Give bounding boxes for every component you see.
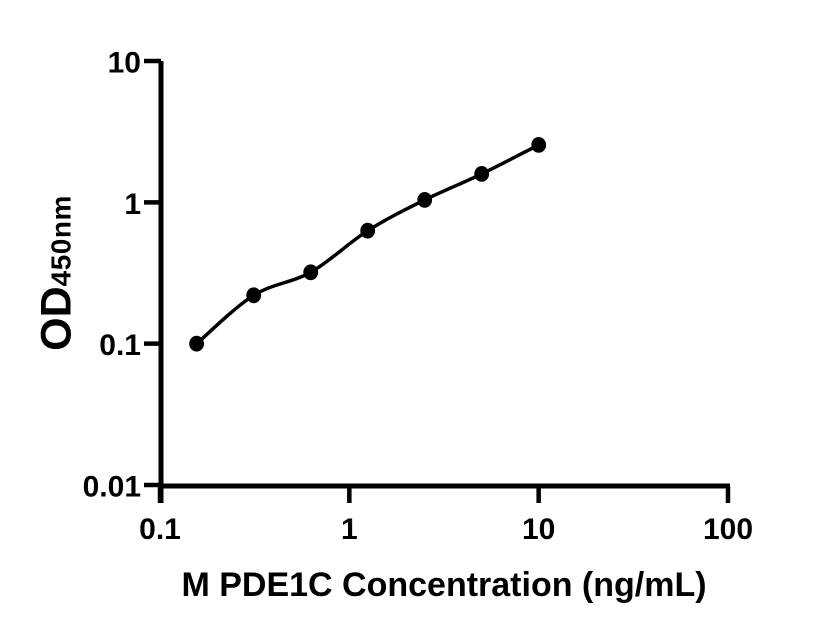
x-tick-label: 0.1 [139,513,181,546]
data-point [531,137,547,153]
data-point [189,335,205,352]
x-tick-label: 10 [522,513,555,546]
x-tick-label: 1 [341,513,358,546]
y-tick-label: 0.1 [99,329,141,362]
y-axis-title: OD450nm [32,195,81,351]
data-point [417,192,433,208]
marker-layer [189,137,547,352]
y-tick-label: 10 [108,47,141,80]
y-axis-title-main: OD [32,286,81,351]
axes-layer [144,58,731,503]
y-tick-label: 1 [124,188,141,221]
data-point [303,264,319,281]
data-point [360,222,376,239]
x-axis-title: M PDE1C Concentration (ng/mL) [181,566,707,604]
x-tick-label: 100 [703,513,753,546]
data-point [246,287,262,304]
tick-label-layer: 0.01 0.1 1 10 0.1 1 10 100 [83,47,753,546]
y-tick-label: 0.01 [83,471,141,504]
data-point [474,166,490,182]
y-axis-title-subscript: 450nm [45,195,77,287]
